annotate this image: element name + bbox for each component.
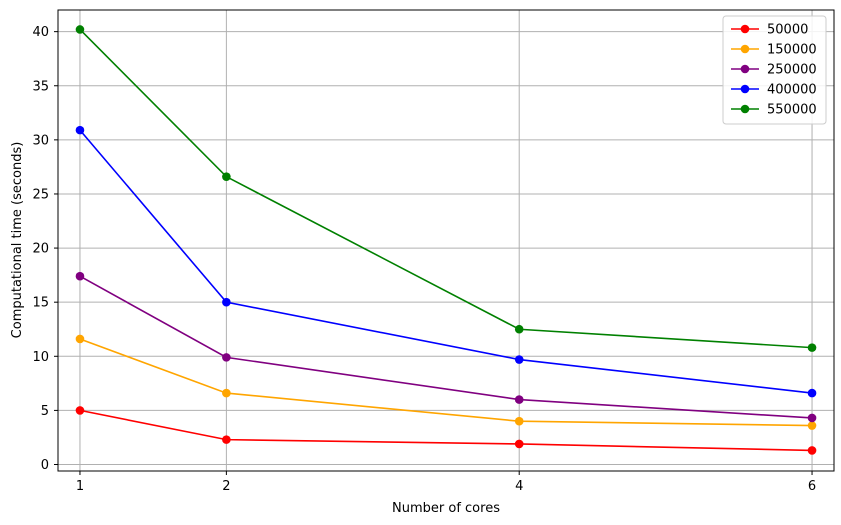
series-line-550000 xyxy=(79,28,813,349)
series-group xyxy=(75,25,817,455)
plot-area-background xyxy=(58,10,834,471)
data-point-250000 xyxy=(75,271,85,281)
x-tick-label: 6 xyxy=(808,479,816,494)
data-point-50000 xyxy=(75,406,85,415)
data-point-400000 xyxy=(514,355,524,364)
data-point-400000 xyxy=(75,125,85,135)
legend-label: 550000 xyxy=(767,103,817,118)
legend: 50000 150000 250000 400000 550000 xyxy=(722,15,827,125)
y-tick-label: 10 xyxy=(32,350,49,365)
series-line-400000 xyxy=(79,129,813,394)
grid-lines xyxy=(58,10,834,471)
x-tick-label: 1 xyxy=(76,479,84,494)
axis-ticks: 1 2 4 6 0 5 10 15 20 25 30 35 40 xyxy=(32,25,816,494)
data-point-150000 xyxy=(807,421,817,430)
data-point-250000 xyxy=(514,395,524,404)
y-tick-label: 15 xyxy=(32,296,49,311)
data-point-50000 xyxy=(222,435,231,444)
data-point-150000 xyxy=(75,334,85,344)
legend-box xyxy=(722,15,827,125)
y-tick-label: 20 xyxy=(32,242,49,257)
legend-marker-400000 xyxy=(740,84,750,94)
y-tick-label: 0 xyxy=(41,458,49,473)
y-tick-label: 5 xyxy=(41,404,49,419)
x-tick-label: 4 xyxy=(515,479,523,494)
legend-label: 250000 xyxy=(767,63,817,78)
data-point-550000 xyxy=(514,324,524,334)
legend-label: 150000 xyxy=(767,43,817,58)
data-point-550000 xyxy=(222,172,231,181)
data-point-250000 xyxy=(807,413,817,423)
legend-marker-550000 xyxy=(740,104,750,114)
x-tick-label: 2 xyxy=(222,479,230,494)
y-axis-label: Computational time (seconds) xyxy=(10,142,25,339)
data-point-150000 xyxy=(514,416,524,426)
data-point-550000 xyxy=(807,343,817,352)
legend-label: 50000 xyxy=(767,23,808,38)
plot-frame xyxy=(57,9,835,472)
legend-marker-150000 xyxy=(740,44,750,54)
legend-marker-50000 xyxy=(740,24,750,34)
y-tick-label: 35 xyxy=(32,79,49,94)
data-point-150000 xyxy=(222,388,231,398)
x-axis-label: Number of cores xyxy=(392,501,500,516)
legend-label: 400000 xyxy=(767,83,817,98)
y-tick-label: 25 xyxy=(32,187,49,202)
series-line-50000 xyxy=(79,409,813,452)
data-point-250000 xyxy=(222,353,231,362)
data-point-400000 xyxy=(222,297,231,307)
data-point-50000 xyxy=(807,446,817,455)
legend-marker-250000 xyxy=(740,64,750,74)
y-tick-label: 40 xyxy=(32,25,49,40)
series-line-150000 xyxy=(79,338,813,427)
data-point-400000 xyxy=(807,388,817,398)
series-line-250000 xyxy=(79,275,813,419)
data-point-50000 xyxy=(514,439,524,449)
data-point-550000 xyxy=(75,25,85,34)
y-tick-label: 30 xyxy=(32,133,49,148)
